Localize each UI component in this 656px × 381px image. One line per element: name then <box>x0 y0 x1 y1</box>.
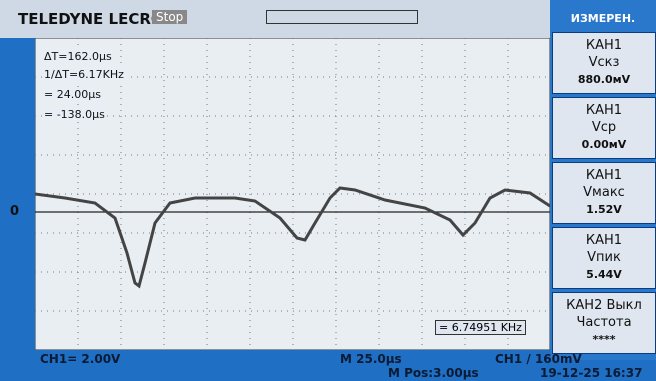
timebase: M 25.0µs <box>340 352 402 366</box>
position: M Pos:3.00µs <box>388 366 479 380</box>
measure-channel: КАН1 <box>553 167 655 184</box>
measure-value: 880.0мV <box>553 71 655 88</box>
measure-channel: КАН2 Выкл <box>553 297 655 314</box>
measure-value: **** <box>553 331 655 348</box>
memory-bar <box>266 10 418 24</box>
inverse-delta-t: 1/ΔT=6.17KHz <box>42 68 126 81</box>
measure-name: Частота <box>553 314 655 331</box>
brand: TELEDYNE LECROY <box>18 10 174 28</box>
frequency-counter: = 6.74951 KHz <box>435 320 526 335</box>
panel-title: ИЗМЕРЕН. <box>550 12 656 25</box>
datetime: 19-12-25 16:37 <box>540 366 642 380</box>
measure-name: Vср <box>553 119 655 136</box>
top-bar: TELEDYNE LECROY Stop <box>0 0 550 38</box>
graticule <box>35 38 550 350</box>
zero-marker: 0 <box>10 204 19 219</box>
oscilloscope: TELEDYNE LECROY Stop 0 ΔT=162.0µs 1/ΔT=6… <box>0 0 656 381</box>
delta-t: ΔT=162.0µs <box>42 50 114 63</box>
cursor-a: = 24.00µs <box>42 88 103 101</box>
measure-channel: КАН1 <box>553 37 655 54</box>
measure-value: 1.52V <box>553 201 655 218</box>
measure-channel: КАН1 <box>553 102 655 119</box>
measure-name: Vскз <box>553 54 655 71</box>
measure-value: 0.00мV <box>553 136 655 153</box>
measure-name: Vмакс <box>553 184 655 201</box>
trigger: CH1 / 160mV <box>495 352 582 366</box>
measure-name: Vпик <box>553 249 655 266</box>
cursor-b: = -138.0µs <box>42 108 107 121</box>
run-status: Stop <box>152 10 187 24</box>
measure-channel: КАН1 <box>553 232 655 249</box>
ch1-scale: CH1= 2.00V <box>40 352 120 366</box>
measure-value: 5.44V <box>553 266 655 283</box>
